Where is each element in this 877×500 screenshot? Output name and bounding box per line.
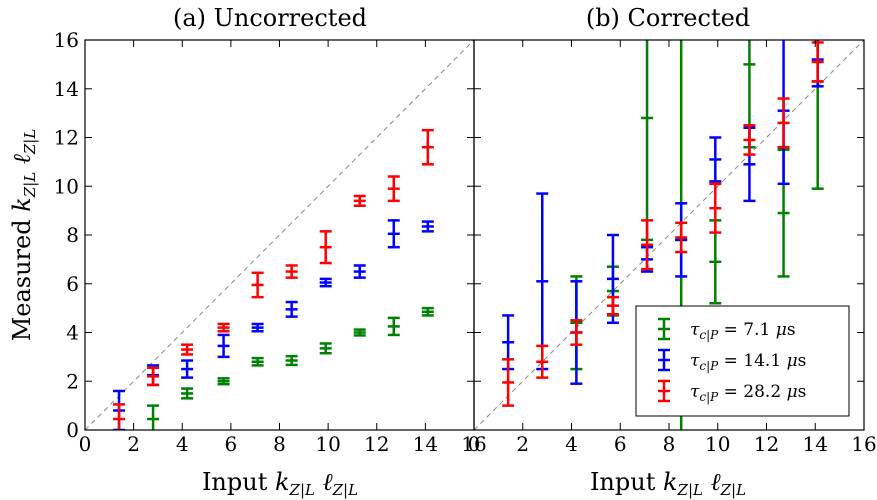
y-tick-label: 14 — [54, 77, 79, 101]
errorbar-point — [181, 387, 194, 400]
errorbar-point — [113, 403, 126, 430]
legend-label-2: τc|P = 28.2 μs — [690, 382, 806, 404]
errorbar-point — [743, 124, 756, 156]
errorbar-point — [353, 194, 366, 207]
reference-line — [473, 39, 865, 431]
errorbar-point — [502, 358, 515, 407]
errorbar-point — [181, 359, 194, 379]
errorbar-point — [251, 271, 264, 299]
errorbar-point — [641, 219, 654, 271]
x-tick-label: 0 — [468, 432, 481, 456]
errorbar-point — [570, 319, 583, 346]
errorbar-point — [675, 221, 688, 254]
errorbar-point — [353, 328, 366, 337]
errorbar-point — [285, 264, 298, 279]
errorbar-point — [777, 97, 790, 149]
legend-item-1: τc|P = 14.1 μs — [658, 348, 806, 373]
errorbar-point — [285, 354, 298, 367]
y-tick-label: 8 — [66, 223, 79, 247]
errorbar-point — [251, 322, 264, 333]
errorbar-point — [217, 322, 230, 333]
x-tick-label: 6 — [614, 432, 627, 456]
y-tick-label: 4 — [66, 321, 79, 345]
errorbar-point — [353, 264, 366, 279]
x-axis-title-a: Input kZ|L ℓZ|L — [202, 468, 358, 499]
errorbar-point — [387, 219, 400, 249]
y-tick-label: 10 — [54, 174, 79, 198]
errorbar-point — [387, 175, 400, 203]
errorbar-point — [319, 230, 332, 265]
x-tick-label: 16 — [851, 432, 876, 456]
errorbar-point — [217, 333, 230, 359]
y-tick-label: 16 — [54, 28, 79, 52]
errorbar-point — [251, 356, 264, 367]
errorbar-point — [606, 295, 619, 316]
x-tick-label: 8 — [663, 432, 676, 456]
panel-corrected: 0 2 4 6 8 10 12 14 16 — [468, 39, 877, 456]
reference-line — [84, 39, 475, 431]
x-tick-label: 10 — [705, 432, 730, 456]
x-tick-label: 16 — [461, 432, 486, 456]
errorbar-point — [709, 182, 722, 234]
x-tick-label: 2 — [127, 432, 140, 456]
series-group — [113, 128, 434, 430]
errorbar-point — [421, 220, 434, 233]
errorbar-point — [387, 316, 400, 337]
x-tick-label: 2 — [516, 432, 529, 456]
errorbar-point — [811, 40, 824, 190]
errorbar-point — [319, 342, 332, 355]
errorbar-point — [181, 343, 194, 356]
errorbar-point — [421, 306, 434, 317]
errorbar-point — [147, 366, 160, 387]
errorbar-point — [811, 41, 824, 83]
errorbar-point — [709, 136, 722, 183]
errorbar-point — [217, 377, 230, 386]
x-tick-label: 14 — [803, 432, 828, 456]
x-tick-label: 0 — [79, 432, 92, 456]
errorbar-point — [285, 300, 298, 318]
legend: τc|P = 7.1 μs τc|P = 14.1 μs τc|P = 28.2… — [635, 305, 850, 417]
panel-a-title: (a) Uncorrected — [173, 4, 367, 32]
errorbar-point — [536, 344, 549, 379]
x-tick-label: 8 — [273, 432, 286, 456]
x-tick-label: 10 — [315, 432, 340, 456]
errorbar-point — [641, 40, 654, 242]
x-axis-title-b: Input kZ|L ℓZ|L — [590, 468, 746, 499]
x-tick-label: 12 — [754, 432, 779, 456]
panel-b-title: (b) Corrected — [586, 4, 750, 32]
x-tick-label: 12 — [364, 432, 389, 456]
y-axis-title: Measured kZ|L ℓZ|L — [8, 129, 39, 342]
x-tick-label: 4 — [565, 432, 578, 456]
errorbar-point — [319, 277, 332, 288]
errorbar-point — [536, 192, 549, 371]
x-tick-label: 14 — [413, 432, 438, 456]
x-tick-label: 6 — [225, 432, 238, 456]
x-tick-label: 4 — [176, 432, 189, 456]
errorbar-point — [147, 404, 160, 430]
y-tick-label: 0 — [66, 418, 79, 442]
legend-label-1: τc|P = 14.1 μs — [690, 351, 806, 373]
y-tick-label: 6 — [66, 272, 79, 296]
legend-item-2: τc|P = 28.2 μs — [658, 379, 806, 404]
errorbar-point — [421, 128, 434, 166]
y-tick-label: 12 — [54, 126, 79, 150]
y-tick-label: 2 — [66, 369, 79, 393]
